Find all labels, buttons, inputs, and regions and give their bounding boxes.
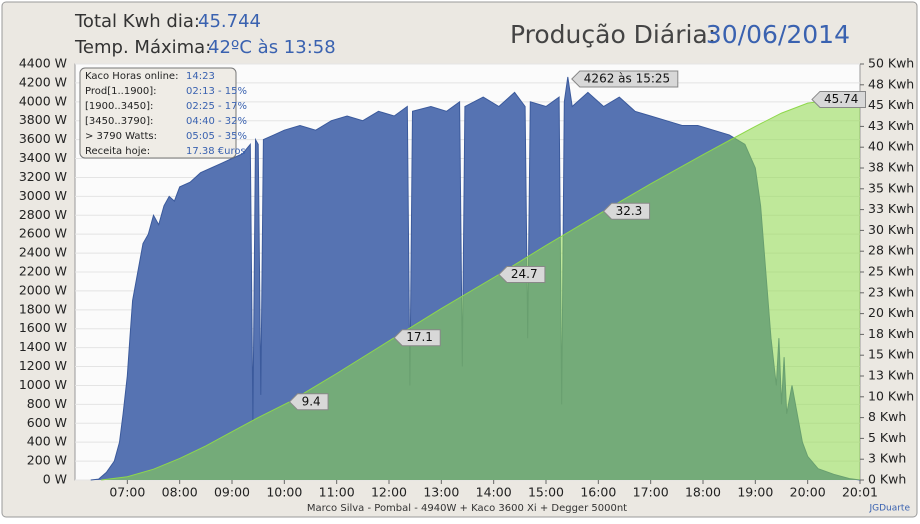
max-label: 4262 às 15:25 — [584, 72, 670, 86]
y2-tick-label: 15 Kwh — [868, 347, 914, 362]
value-label-box — [811, 90, 866, 108]
y-tick-label: 4400 W — [19, 56, 67, 71]
info-value: 02:13 - 15% — [186, 86, 247, 97]
y-tick-label: 3600 W — [19, 131, 67, 146]
y-tick-label: 2000 W — [19, 282, 67, 297]
plot: 0 W 200 W 400 W 600 W 800 W 1000 W 1200 W 1400 … — [19, 56, 914, 500]
y-tick-label: 4000 W — [19, 93, 67, 108]
y2-tick-label: 40 Kwh — [868, 139, 914, 154]
x-tick-label: 13:00 — [423, 485, 459, 500]
max-label-box — [571, 70, 679, 88]
x-tick-label: 11:00 — [319, 485, 355, 500]
y-tick-label: 2600 W — [19, 226, 67, 241]
value-label: 45.74 — [824, 92, 858, 106]
y2-tick-label: 10 Kwh — [868, 388, 914, 403]
total-value: 45.744 — [198, 11, 261, 32]
value-label-box — [393, 329, 441, 347]
y-tick-label: 2400 W — [19, 245, 67, 260]
y-tick-label: 3200 W — [19, 169, 67, 184]
y-tick-label: 600 W — [27, 415, 67, 430]
y-tick-label: 3400 W — [19, 150, 67, 165]
x-tick-label: 20:00 — [790, 485, 826, 500]
value-label: 32.3 — [616, 204, 643, 218]
info-value: 17.38 €uros — [186, 146, 246, 157]
y2-tick-label: 33 Kwh — [868, 201, 914, 216]
x-tick-label: 09:00 — [214, 485, 250, 500]
chart-date: 30/06/2014 — [706, 20, 850, 49]
info-box: Kaco Horas online: 14:23 Prod[1..1900]: 02:… — [79, 67, 247, 159]
y2-tick-label: 45 Kwh — [868, 97, 914, 112]
x-tick-label: 20:01 — [842, 485, 878, 500]
y2-tick-label: 43 Kwh — [868, 118, 914, 133]
info-label: > 3790 Watts: — [85, 131, 157, 142]
info-label: Receita hoje: — [85, 146, 150, 157]
y2-tick-label: 0 Kwh — [868, 472, 906, 487]
value-label-box — [602, 202, 651, 220]
y2-tick-label: 50 Kwh — [868, 56, 914, 71]
y2-tick-label: 13 Kwh — [868, 368, 914, 383]
x-tick-label: 15:00 — [528, 485, 564, 500]
info-label: [3450..3790]: — [85, 116, 153, 127]
chart-title: Produção Diária: — [510, 20, 716, 49]
temp-value: 42ºC às 13:58 — [208, 37, 336, 58]
y2-tick-label: 30 Kwh — [868, 222, 914, 237]
y-tick-label: 1600 W — [19, 320, 67, 335]
y-tick-label: 3800 W — [19, 112, 67, 127]
x-tick-label: 14:00 — [476, 485, 512, 500]
y2-tick-label: 5 Kwh — [868, 430, 906, 445]
x-tick-label: 07:00 — [109, 485, 145, 500]
y2-tick-label: 20 Kwh — [868, 305, 914, 320]
y2-tick-label: 38 Kwh — [868, 160, 914, 175]
info-value: 14:23 — [186, 71, 215, 82]
x-tick-label: 18:00 — [685, 485, 721, 500]
x-tick-label: 19:00 — [737, 485, 773, 500]
info-value: 04:40 - 32% — [186, 116, 247, 127]
y-tick-label: 1000 W — [19, 377, 67, 392]
info-value: 05:05 - 35% — [186, 131, 247, 142]
x-tick-label: 10:00 — [266, 485, 302, 500]
value-label: 9.4 — [302, 394, 321, 408]
info-label: Kaco Horas online: — [85, 71, 178, 82]
y2-tick-label: 3 Kwh — [868, 451, 906, 466]
value-label-box — [498, 265, 546, 283]
x-tick-label: 16:00 — [580, 485, 616, 500]
temp-label: Temp. Máxima: — [74, 37, 211, 58]
y2-tick-label: 23 Kwh — [868, 284, 914, 299]
y-tick-label: 800 W — [27, 396, 67, 411]
area — [101, 99, 860, 481]
y-tick-label: 400 W — [27, 434, 67, 449]
y2-tick-label: 8 Kwh — [868, 409, 906, 424]
y-tick-label: 2200 W — [19, 264, 67, 279]
x-tick-label: 17:00 — [633, 485, 669, 500]
y-tick-label: 0 W — [43, 472, 67, 487]
info-label: [1900..3450]: — [85, 101, 153, 112]
x-tick-label: 08:00 — [162, 485, 198, 500]
footer: Marco Silva - Pombal - 4940W + Kaco 3600… — [307, 503, 627, 514]
y-tick-label: 1200 W — [19, 358, 67, 373]
y2-tick-label: 18 Kwh — [868, 326, 914, 341]
y2-tick-label: 48 Kwh — [868, 76, 914, 91]
x-tick-label: 12:00 — [371, 485, 407, 500]
y-tick-label: 2800 W — [19, 207, 67, 222]
y-tick-label: 3000 W — [19, 188, 67, 203]
info-value: 02:25 - 17% — [186, 101, 247, 112]
y-tick-label: 4200 W — [19, 74, 67, 89]
y2-tick-label: 28 Kwh — [868, 243, 914, 258]
y2-tick-label: 35 Kwh — [868, 180, 914, 195]
value-label: 24.7 — [511, 267, 538, 281]
line — [101, 98, 861, 481]
info-box-bg — [79, 67, 237, 159]
value-label: 17.1 — [406, 330, 433, 344]
credit: JGDuarte — [868, 504, 910, 514]
y-tick-label: 1400 W — [19, 339, 67, 354]
total-label: Total Kwh dia: — [74, 11, 200, 32]
y-tick-label: 200 W — [27, 453, 67, 468]
y-tick-label: 1800 W — [19, 301, 67, 316]
info-label: Prod[1..1900]: — [85, 86, 157, 97]
y2-tick-label: 25 Kwh — [868, 264, 914, 279]
value-label-box — [288, 393, 329, 411]
